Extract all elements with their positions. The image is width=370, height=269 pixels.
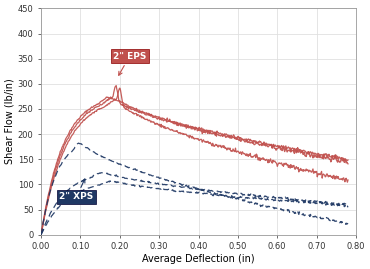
Text: 2" EPS: 2" EPS (113, 52, 147, 75)
X-axis label: Average Deflection (in): Average Deflection (in) (142, 254, 255, 264)
Text: 2" XPS: 2" XPS (60, 179, 94, 201)
Y-axis label: Shear Flow (lb/in): Shear Flow (lb/in) (5, 79, 15, 164)
